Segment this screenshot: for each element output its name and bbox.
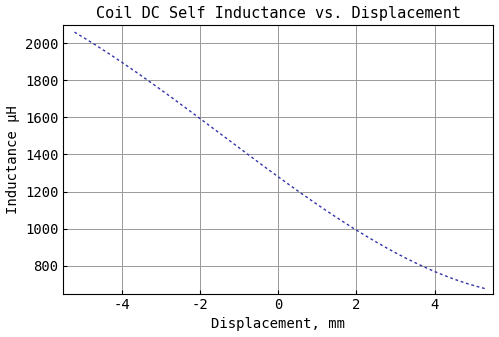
Title: Coil DC Self Inductance vs. Displacement: Coil DC Self Inductance vs. Displacement bbox=[96, 5, 461, 21]
Y-axis label: Inductance μH: Inductance μH bbox=[5, 105, 19, 214]
X-axis label: Displacement, mm: Displacement, mm bbox=[211, 317, 345, 332]
